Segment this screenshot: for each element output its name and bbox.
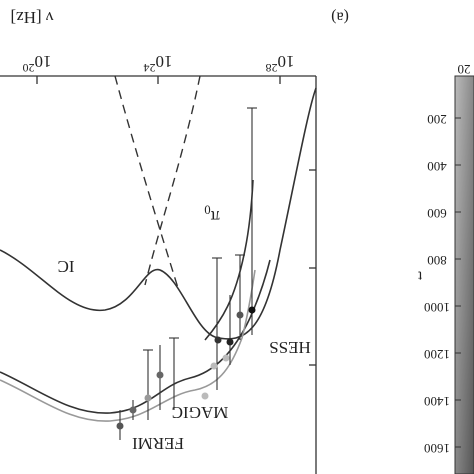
x-tick-label: 1024 <box>144 52 173 75</box>
x-axis-label: ν [Hz] <box>10 8 53 27</box>
side-y-tick-label: 800 <box>427 253 447 268</box>
curve-label-pi0-base: π <box>211 207 220 227</box>
data-points <box>116 306 256 430</box>
curve-label-fermi: FERMI <box>132 434 184 453</box>
x-tick-label-exp: 20 <box>23 61 35 75</box>
curve-label-pi0-sub: 0 <box>204 203 210 217</box>
x-tick-label: 1028 <box>266 52 295 75</box>
x-tick-label: 1020 <box>23 52 52 75</box>
x-tick-label-exp: 28 <box>266 61 278 75</box>
side-y-tick-label: 1400 <box>424 394 450 409</box>
curve-label-pi0: π0 <box>204 203 219 227</box>
x-tick-label-base: 10 <box>155 52 172 71</box>
side-y-label: t <box>417 268 422 284</box>
x-tick-label-base: 10 <box>277 52 294 71</box>
curve-label-ic: IC <box>58 257 75 276</box>
curves <box>0 87 317 422</box>
curve-label-magic: MAGIC <box>172 403 229 422</box>
side-y-tick-label: 400 <box>427 159 447 174</box>
side-top-tick: 20 <box>458 62 471 77</box>
side-y-tick-label: 1600 <box>424 441 450 456</box>
side-y-tick-label: 1000 <box>424 300 450 315</box>
x-tick-label-base: 10 <box>34 52 51 71</box>
error-bars <box>119 107 257 440</box>
x-tick-label-exp: 24 <box>144 61 156 75</box>
panel-label: (a) <box>331 8 349 25</box>
curve-label-hess: HESS <box>269 338 311 357</box>
side-y-tick-label: 1200 <box>424 347 450 362</box>
dashed-curves <box>114 75 201 289</box>
side-y-tick-label: 200 <box>427 112 447 127</box>
side-y-tick-label: 600 <box>427 206 447 221</box>
contour-panel <box>454 75 474 474</box>
frame <box>0 75 317 474</box>
